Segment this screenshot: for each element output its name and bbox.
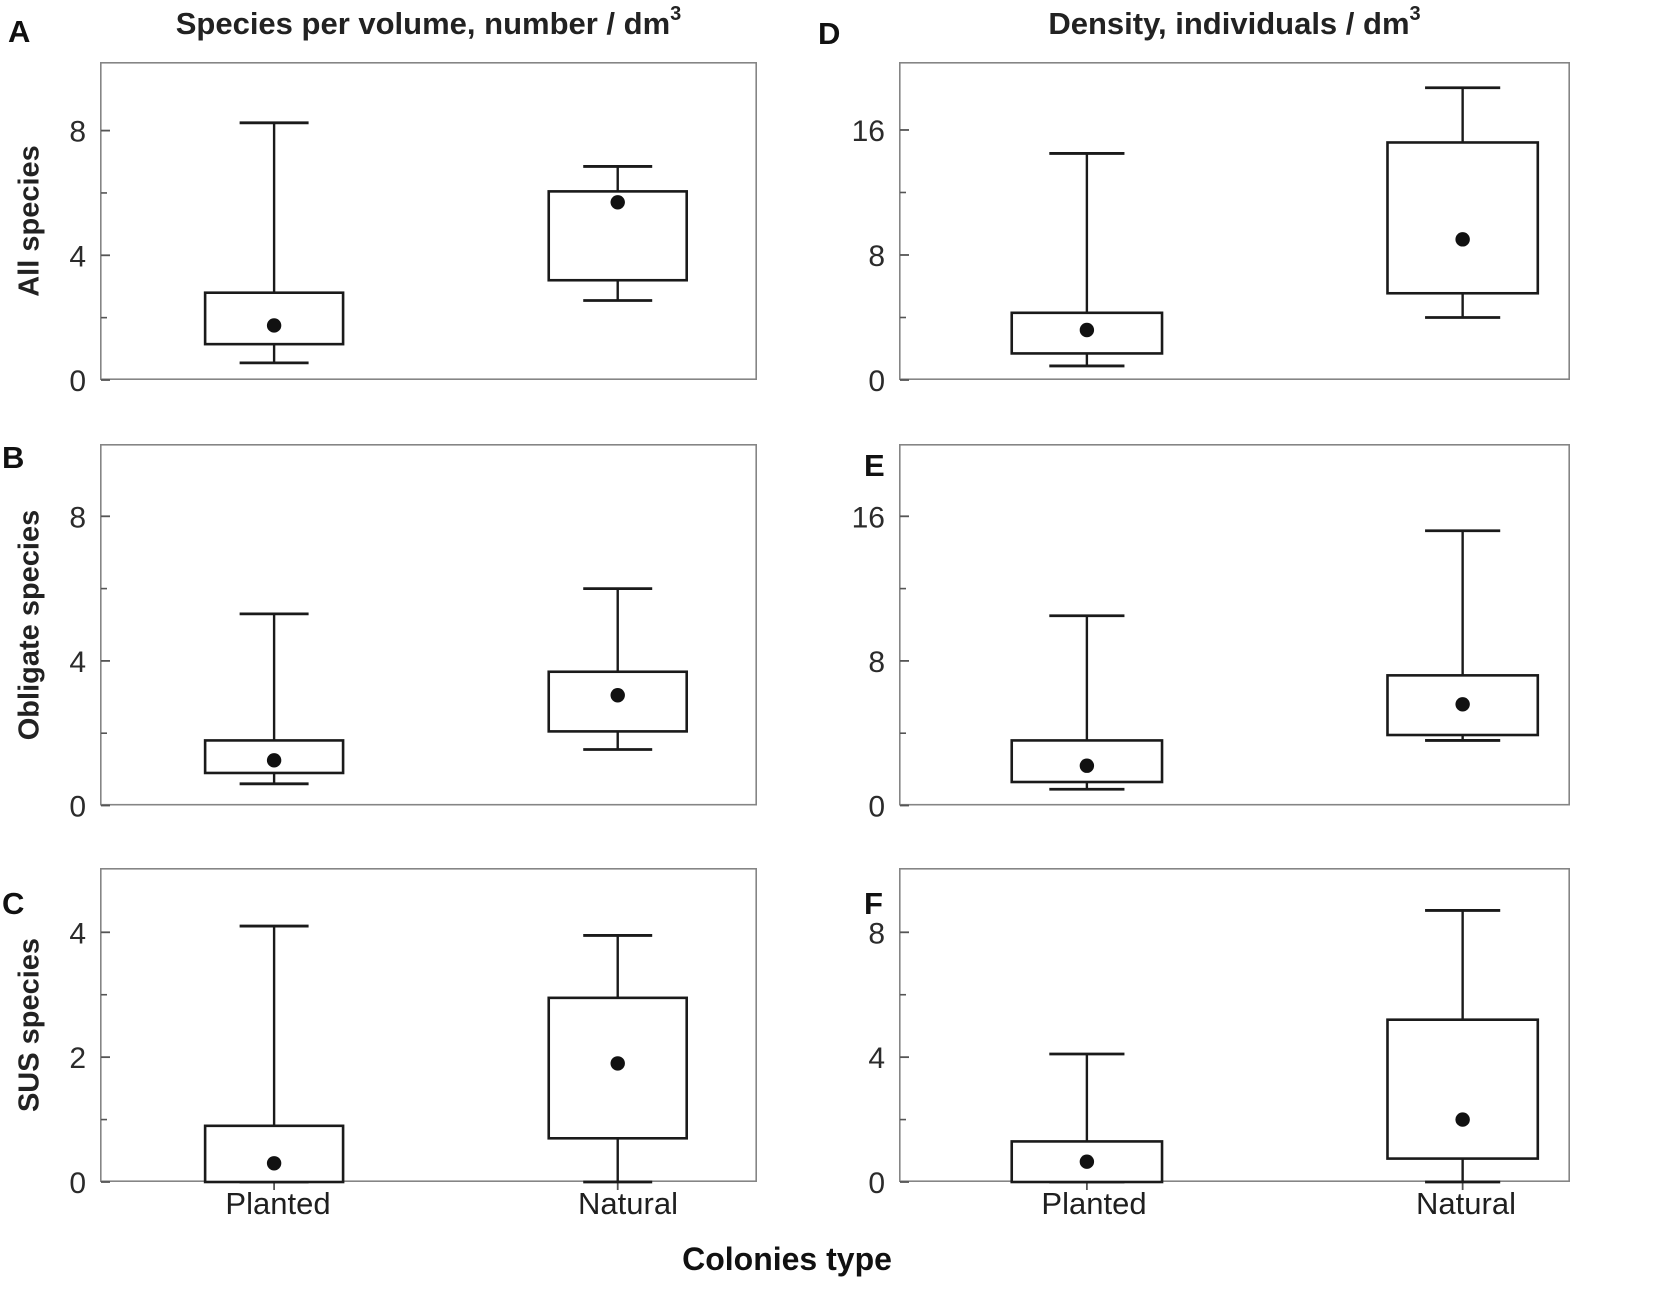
panel-label-f: F [864, 886, 883, 921]
svg-text:8: 8 [69, 116, 86, 149]
panel-d-plot: 0 8 16 [852, 62, 1571, 398]
svg-text:0: 0 [868, 1167, 885, 1200]
panel-label-c: C [2, 886, 25, 921]
left-column-title-sup: 3 [670, 3, 682, 25]
svg-text:0: 0 [868, 791, 885, 824]
svg-text:4: 4 [69, 917, 86, 950]
panel-f-plot: 0 4 8 [868, 868, 1571, 1200]
right-column-title-text: Density, individuals / dm [1048, 6, 1410, 41]
svg-text:0: 0 [69, 791, 86, 824]
panel-label-e: E [864, 448, 885, 483]
svg-text:0: 0 [69, 1167, 86, 1200]
svg-text:4: 4 [868, 1042, 885, 1075]
panel-a-plot: 0 4 8 [69, 62, 758, 398]
svg-text:8: 8 [868, 917, 885, 950]
panel-b-plot: 0 4 8 [69, 444, 758, 824]
x-axis-title: Colonies type [682, 1241, 892, 1277]
left-column-title-text: Species per volume, number / dm [175, 6, 671, 41]
right-column-title-sup: 3 [1409, 3, 1421, 25]
xtick-right-planted: Planted [1041, 1186, 1147, 1221]
left-column-title: Species per volume, number / dm 3 [100, 3, 757, 50]
svg-text:4: 4 [69, 240, 86, 273]
svg-text:2: 2 [69, 1042, 86, 1075]
ylabel-obligate-species: Obligate species [13, 509, 46, 741]
panel-label-b: B [2, 440, 25, 475]
svg-text:0: 0 [69, 365, 86, 398]
svg-text:16: 16 [852, 501, 885, 534]
xtick-left-planted: Planted [225, 1186, 331, 1221]
svg-text:16: 16 [852, 115, 885, 148]
svg-text:8: 8 [69, 501, 86, 534]
svg-text:0: 0 [868, 365, 885, 398]
ylabel-sus-species: SUS species [13, 937, 46, 1113]
ylabel-all-species: All species [13, 145, 46, 297]
panel-c-plot: 0 2 4 [69, 868, 758, 1200]
right-column-title: Density, individuals / dm 3 [899, 3, 1570, 50]
xtick-right-natural: Natural [1416, 1186, 1516, 1221]
svg-text:8: 8 [868, 646, 885, 679]
svg-text:8: 8 [868, 240, 885, 273]
panel-e-plot: 0 8 16 [852, 444, 1571, 824]
svg-text:4: 4 [69, 646, 86, 679]
panel-label-a: A [8, 14, 31, 49]
xtick-left-natural: Natural [578, 1186, 678, 1221]
panel-label-d: D [818, 16, 841, 51]
